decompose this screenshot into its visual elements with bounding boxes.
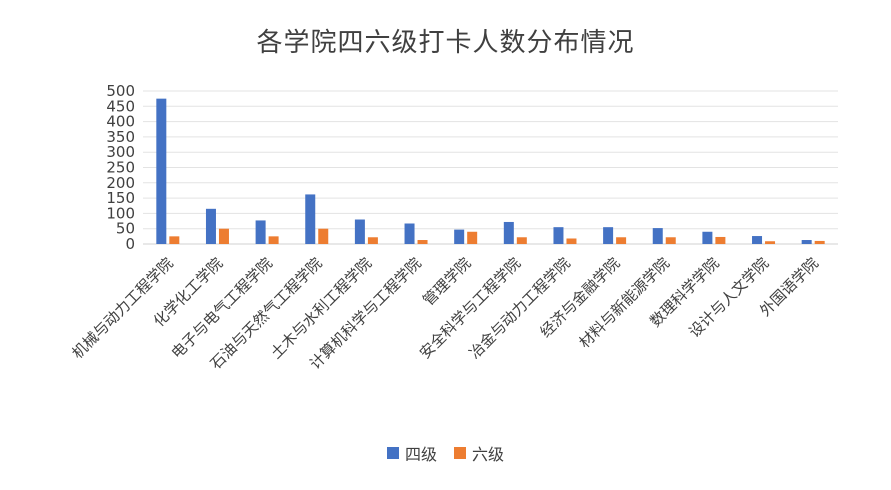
bar-series-0-4 xyxy=(354,219,365,244)
y-tick-label: 250 xyxy=(106,159,135,177)
y-tick-label: 400 xyxy=(106,113,135,131)
y-tick-label: 450 xyxy=(106,97,135,115)
bar-series-0-0 xyxy=(156,98,167,245)
bar-series-0-5 xyxy=(404,223,415,244)
bar-series-0-13 xyxy=(801,240,812,244)
bar-series-1-2 xyxy=(268,236,279,244)
bar-series-0-11 xyxy=(702,231,713,244)
bar-series-0-8 xyxy=(553,227,564,244)
bar-series-0-6 xyxy=(454,229,465,244)
y-tick-label: 150 xyxy=(106,189,135,207)
bar-series-1-0 xyxy=(169,236,180,244)
y-tick-label: 0 xyxy=(125,235,135,253)
legend-label-series-1: 六级 xyxy=(472,445,505,464)
bar-series-1-13 xyxy=(814,240,825,244)
bar-series-1-5 xyxy=(417,240,428,244)
bar-series-1-4 xyxy=(367,237,378,244)
bar-series-0-3 xyxy=(305,194,316,244)
bar-series-1-8 xyxy=(566,238,577,244)
bar-series-0-10 xyxy=(652,228,663,244)
y-tick-label: 300 xyxy=(106,143,135,161)
y-tick-label: 350 xyxy=(106,128,135,146)
bar-series-1-9 xyxy=(616,237,627,244)
bar-series-1-11 xyxy=(715,236,726,244)
x-tick-label: 材料与新能源学院 xyxy=(575,254,673,352)
bar-series-1-12 xyxy=(765,241,776,244)
legend-label-series-0: 四级 xyxy=(404,445,437,464)
bar-series-1-3 xyxy=(318,228,329,244)
y-tick-label: 500 xyxy=(106,82,135,100)
bar-series-1-1 xyxy=(218,228,229,244)
bar-series-0-7 xyxy=(503,221,514,244)
legend-item-series-1: 六级 xyxy=(454,441,504,465)
bar-series-0-9 xyxy=(603,227,614,244)
bar-series-1-6 xyxy=(467,231,478,244)
y-tick-label: 100 xyxy=(106,204,135,222)
chart-title: 各学院四六级打卡人数分布情况 xyxy=(256,28,635,58)
y-tick-label: 50 xyxy=(116,220,135,238)
legend-swatch-series-1 xyxy=(454,447,467,459)
legend-swatch-series-0 xyxy=(386,447,399,459)
bar-series-0-2 xyxy=(255,220,266,244)
bar-series-1-10 xyxy=(665,237,676,244)
legend-item-series-0: 四级 xyxy=(386,441,437,465)
y-tick-label: 200 xyxy=(106,174,135,192)
bar-series-0-12 xyxy=(752,236,763,244)
chart-legend: 四级 六级 xyxy=(0,441,891,465)
bar-series-0-1 xyxy=(205,208,216,244)
bar-series-1-7 xyxy=(516,237,527,244)
